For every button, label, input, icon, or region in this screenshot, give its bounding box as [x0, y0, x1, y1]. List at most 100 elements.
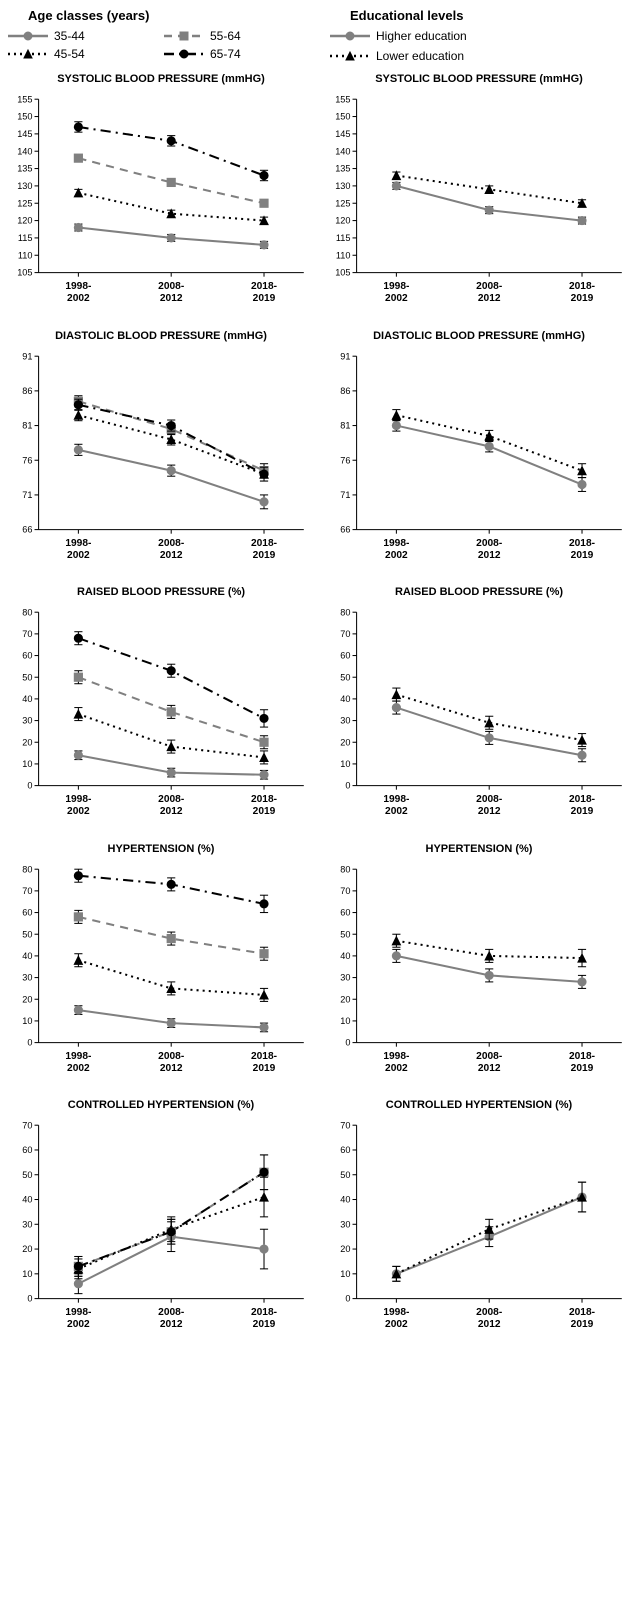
svg-text:110: 110	[18, 250, 33, 260]
svg-text:2012: 2012	[160, 550, 183, 561]
svg-text:70: 70	[22, 1121, 32, 1131]
svg-text:2018-: 2018-	[251, 538, 277, 549]
chart-svg: 010203040506070801998-20022008-20122018-…	[326, 602, 632, 837]
chart-svg: 010203040506070801998-20022008-20122018-…	[326, 859, 632, 1094]
svg-text:2002: 2002	[385, 806, 408, 817]
svg-text:2008-: 2008-	[158, 794, 184, 805]
legend-age-items: 35-4455-6445-5465-74	[8, 29, 310, 61]
svg-text:71: 71	[22, 490, 32, 500]
svg-text:0: 0	[345, 1294, 350, 1304]
svg-text:10: 10	[340, 1269, 350, 1279]
svg-text:155: 155	[335, 94, 350, 104]
svg-text:2002: 2002	[385, 293, 408, 304]
panel-title: HYPERTENSION (%)	[108, 843, 215, 855]
chart-svg: 0102030405060701998-20022008-20122018-20…	[326, 1115, 632, 1350]
svg-text:0: 0	[345, 1037, 350, 1047]
svg-text:2019: 2019	[253, 293, 276, 304]
svg-text:60: 60	[340, 907, 350, 917]
svg-text:60: 60	[340, 651, 350, 661]
legend-item: 35-44	[8, 29, 154, 43]
svg-text:80: 80	[340, 864, 350, 874]
legend-age-title: Age classes (years)	[28, 8, 310, 23]
chart-panel: DIASTOLIC BLOOD PRESSURE (mmHG)667176818…	[8, 330, 314, 581]
svg-text:60: 60	[22, 907, 32, 917]
svg-text:2002: 2002	[385, 1320, 408, 1331]
svg-text:1998-: 1998-	[383, 794, 409, 805]
svg-text:2002: 2002	[67, 1320, 90, 1331]
svg-text:40: 40	[340, 694, 350, 704]
svg-text:1998-: 1998-	[65, 538, 91, 549]
svg-text:2012: 2012	[478, 806, 501, 817]
svg-text:2002: 2002	[67, 550, 90, 561]
legend-edu-items: Higher educationLower education	[330, 29, 632, 63]
svg-text:130: 130	[335, 181, 350, 191]
chart-panel: DIASTOLIC BLOOD PRESSURE (mmHG)667176818…	[326, 330, 632, 581]
svg-text:71: 71	[340, 490, 350, 500]
svg-text:30: 30	[340, 1220, 350, 1230]
svg-text:2018-: 2018-	[569, 538, 595, 549]
svg-text:40: 40	[22, 694, 32, 704]
svg-text:2012: 2012	[478, 1320, 501, 1331]
svg-text:10: 10	[22, 1016, 32, 1026]
svg-text:20: 20	[340, 1244, 350, 1254]
svg-text:2018-: 2018-	[251, 1051, 277, 1062]
legend-edu: Educational levels Higher educationLower…	[330, 8, 632, 63]
svg-text:2019: 2019	[571, 1320, 594, 1331]
chart-svg: 1051101151201251301351401451501551998-20…	[8, 89, 314, 324]
panel-title: HYPERTENSION (%)	[426, 843, 533, 855]
chart-svg: 6671768186911998-20022008-20122018-2019	[326, 346, 632, 581]
svg-text:76: 76	[340, 455, 350, 465]
chart-svg: 0102030405060701998-20022008-20122018-20…	[8, 1115, 314, 1350]
svg-text:120: 120	[335, 216, 350, 226]
svg-text:2002: 2002	[385, 1063, 408, 1074]
svg-text:145: 145	[17, 129, 32, 139]
svg-text:145: 145	[335, 129, 350, 139]
svg-text:20: 20	[22, 737, 32, 747]
legend-edu-title: Educational levels	[350, 8, 632, 23]
svg-text:2019: 2019	[571, 806, 594, 817]
svg-text:50: 50	[22, 1170, 32, 1180]
svg-text:140: 140	[335, 146, 350, 156]
svg-text:70: 70	[22, 629, 32, 639]
svg-text:105: 105	[335, 268, 350, 278]
svg-text:0: 0	[27, 781, 32, 791]
svg-text:1998-: 1998-	[383, 1051, 409, 1062]
chart-panel: CONTROLLED HYPERTENSION (%)0102030405060…	[8, 1099, 314, 1350]
svg-text:2019: 2019	[253, 1320, 276, 1331]
svg-text:40: 40	[22, 951, 32, 961]
legend-swatch	[164, 29, 204, 43]
svg-text:66: 66	[340, 524, 350, 534]
svg-text:50: 50	[22, 672, 32, 682]
svg-text:130: 130	[17, 181, 32, 191]
svg-text:120: 120	[17, 216, 32, 226]
svg-text:20: 20	[22, 1244, 32, 1254]
svg-text:10: 10	[340, 1016, 350, 1026]
svg-text:30: 30	[22, 1220, 32, 1230]
svg-text:2012: 2012	[160, 1320, 183, 1331]
svg-text:140: 140	[17, 146, 32, 156]
chart-svg: 010203040506070801998-20022008-20122018-…	[8, 859, 314, 1094]
svg-text:1998-: 1998-	[65, 1051, 91, 1062]
svg-text:2008-: 2008-	[476, 281, 502, 292]
legend-item: 65-74	[164, 47, 310, 61]
svg-text:20: 20	[22, 994, 32, 1004]
svg-text:76: 76	[22, 455, 32, 465]
legend-label: 35-44	[54, 29, 85, 43]
svg-text:1998-: 1998-	[383, 1307, 409, 1318]
svg-text:2002: 2002	[385, 550, 408, 561]
chart-panel: SYSTOLIC BLOOD PRESSURE (mmHG)1051101151…	[326, 73, 632, 324]
svg-text:40: 40	[340, 1195, 350, 1205]
svg-text:2019: 2019	[253, 550, 276, 561]
chart-panel: CONTROLLED HYPERTENSION (%)0102030405060…	[326, 1099, 632, 1350]
svg-text:2018-: 2018-	[251, 1307, 277, 1318]
svg-text:1998-: 1998-	[65, 281, 91, 292]
svg-text:2018-: 2018-	[569, 281, 595, 292]
legend-label: Higher education	[376, 29, 467, 43]
svg-text:10: 10	[22, 759, 32, 769]
legend-label: 45-54	[54, 47, 85, 61]
chart-svg: 6671768186911998-20022008-20122018-2019	[8, 346, 314, 581]
svg-text:115: 115	[18, 233, 33, 243]
svg-text:70: 70	[340, 886, 350, 896]
svg-text:2019: 2019	[571, 293, 594, 304]
svg-text:2008-: 2008-	[158, 538, 184, 549]
